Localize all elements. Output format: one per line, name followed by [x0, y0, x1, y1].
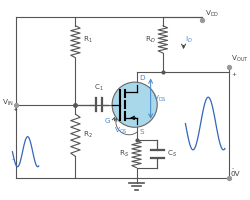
Text: V$_{\sf IN}$: V$_{\sf IN}$ [2, 98, 14, 108]
Text: R$_1$: R$_1$ [83, 35, 93, 45]
Text: R$_2$: R$_2$ [83, 130, 93, 140]
Text: V$_{\sf GS}$: V$_{\sf GS}$ [114, 125, 128, 136]
Text: V$_{\sf DS}$: V$_{\sf DS}$ [152, 93, 166, 104]
Text: -: - [232, 167, 234, 172]
Text: 0V: 0V [230, 171, 240, 177]
Text: S: S [139, 129, 144, 135]
Text: C$_S$: C$_S$ [167, 149, 177, 159]
Text: +: + [13, 107, 18, 112]
Text: I$_D$: I$_D$ [186, 35, 193, 45]
Text: V$_{\sf DD}$: V$_{\sf DD}$ [205, 9, 220, 19]
Text: D: D [139, 75, 145, 81]
Text: R$_S$: R$_S$ [119, 149, 129, 159]
Text: R$_D$: R$_D$ [145, 35, 155, 45]
Text: +: + [231, 72, 236, 77]
Text: C$_1$: C$_1$ [94, 83, 104, 93]
Text: V$_{\sf OUT}$: V$_{\sf OUT}$ [230, 54, 248, 64]
Circle shape [112, 82, 157, 127]
Text: -: - [11, 157, 14, 162]
Text: G: G [104, 118, 110, 124]
